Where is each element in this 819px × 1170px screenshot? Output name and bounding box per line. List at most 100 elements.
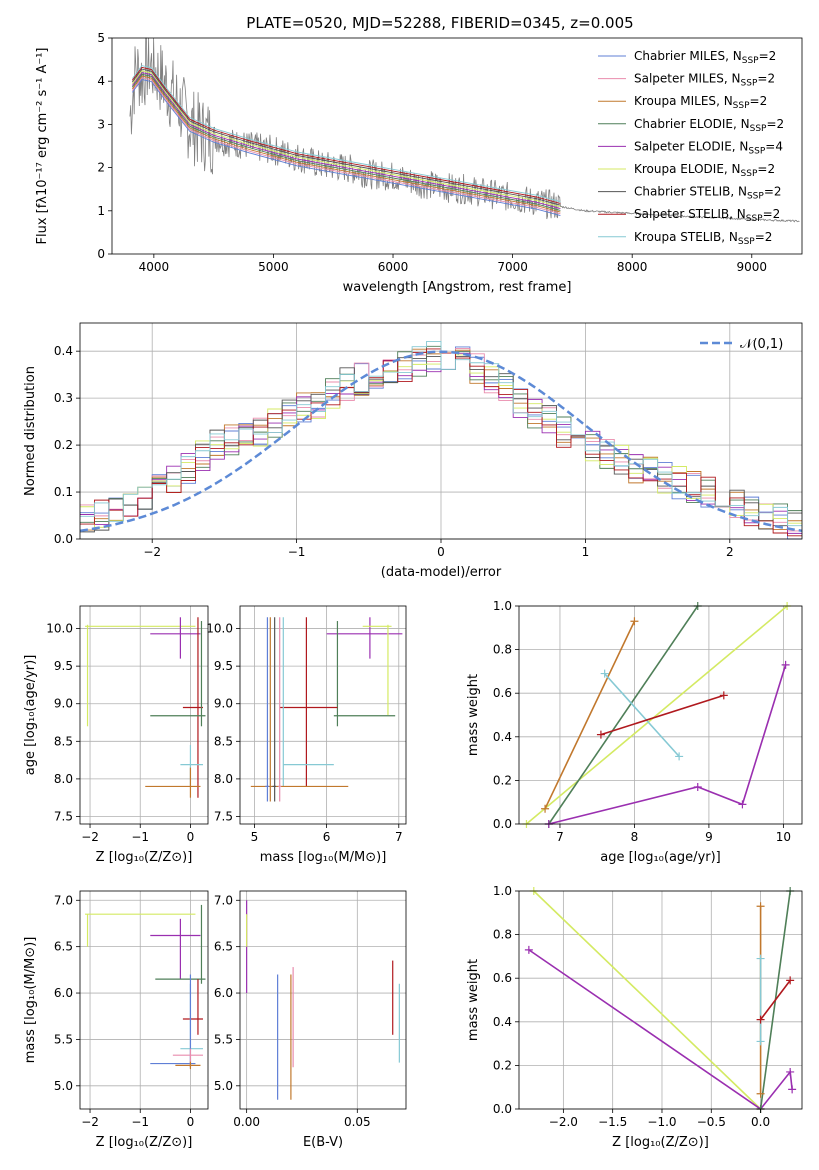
y-tick-label: 0.3 [54,391,73,405]
y-tick-label: 2 [97,161,105,175]
y-tick-label: 1.0 [493,599,512,613]
weight-series-line [533,890,762,1110]
y-tick-label: 0.2 [54,438,73,452]
model-spectrum-line [131,75,561,213]
legend-nssp-prefix: , N [730,185,747,199]
x-tick-label: −0.5 [697,1115,726,1129]
model-spectrum-line [131,65,561,203]
x-tick-label: 6000 [378,260,409,274]
y-tick-label: 7.5 [214,809,233,823]
y-tick-label: 9.0 [54,697,73,711]
y-tick-label: 5.5 [214,1032,233,1046]
model-spectrum-line [131,77,561,215]
y-axis-label: age [log₁₀(age/yr)] [23,655,38,776]
y-tick-label: 0.2 [493,1058,512,1072]
age-weight-panel: 7 8 9 10 0.0 0.2 0.4 0.6 0.8 1.0 age [log₁₀(age/yr… [466,599,803,865]
x-tick-label: −2.0 [549,1115,578,1129]
legend-model-name: Salpeter STELIB [634,207,729,221]
legend-model-name: Salpeter ELODIE [634,139,732,153]
y-tick-label: 9.5 [54,659,73,673]
model-spectrum-line [131,70,561,208]
y-tick-label: 1.0 [493,884,512,898]
legend-nssp-subscript: SSP [742,56,759,66]
legend-nssp-subscript: SSP [746,214,763,224]
y-tick-label: 0.1 [54,485,73,499]
x-axis-label: Z [log₁₀(Z/Z⊙)] [612,1135,709,1150]
y-tick-label: 6.5 [214,940,233,954]
weight-series-line [548,664,787,825]
legend-entry-label: Kroupa ELODIE, NSSP=2 [634,162,775,179]
legend-model-name: Kroupa ELODIE [634,162,724,176]
x-tick-label: 0 [187,830,195,844]
x-axis-label: mass [log₁₀(M/M⊙)] [260,850,387,865]
y-tick-label: 10.0 [46,622,73,636]
weight-point-marker [693,782,702,791]
legend-nssp-subscript: SSP [733,101,750,111]
model-spectrum-line [131,68,561,206]
y-tick-label: 0.8 [493,643,512,657]
spectrum-panel: 4000 5000 6000 7000 8000 9000 0 1 2 3 4 5 wavelength… [35,31,803,295]
legend-nssp-value: =2 [766,117,784,131]
legend-entry-label: Chabrier ELODIE, NSSP=2 [634,117,784,134]
legend-model-name: Chabrier ELODIE [634,117,733,131]
weight-point-marker [786,976,795,985]
legend-nssp-prefix: , N [716,94,733,108]
legend-model-name: Kroupa STELIB [634,230,721,244]
legend-nssp-value: =2 [750,94,768,108]
legend-entry-label: Chabrier MILES, NSSP=2 [634,49,776,66]
weight-point-marker [630,617,639,626]
weight-point-marker [675,752,684,761]
legend-model-name: Kroupa MILES [634,94,716,108]
y-tick-label: 0.0 [493,1102,512,1116]
axes-frame [111,37,803,255]
y-tick-label: 0 [97,247,105,261]
x-tick-label: 8000 [617,260,648,274]
weight-point-marker [786,1067,795,1076]
x-axis-label: E(B-V) [303,1135,343,1150]
axes-frame [239,890,407,1110]
model-spectrum-line [131,66,561,204]
y-tick-label: 5.0 [54,1079,73,1093]
y-tick-label: 6.5 [54,940,73,954]
legend-nssp-subscript: SSP [747,192,764,202]
y-tick-label: 10.0 [206,622,233,636]
x-tick-label: 1 [582,545,590,559]
x-axis-label: age [log₁₀(age/yr)] [600,850,721,865]
y-tick-label: 7.5 [54,809,73,823]
y-tick-label: 0.0 [54,532,73,546]
legend-model-name: Chabrier STELIB [634,185,730,199]
weight-point-marker [788,1085,797,1094]
legend-nssp-subscript: SSP [750,124,767,134]
x-tick-label: −2 [81,1115,99,1129]
y-axis-label: mass weight [466,674,481,756]
y-axis-label: mass weight [466,959,481,1041]
y-axis-label: mass [log₁₀(M/M⊙)] [23,937,38,1064]
y-tick-label: 0.4 [54,344,73,358]
x-tick-label: −1 [131,1115,149,1129]
y-tick-label: 5.5 [54,1032,73,1046]
legend-nssp-prefix: , N [732,139,749,153]
x-tick-label: 8 [631,830,639,844]
x-tick-label: −1.0 [647,1115,676,1129]
y-tick-label: 4 [97,74,105,88]
x-tick-label: 4000 [139,260,170,274]
x-tick-label: 0.0 [751,1115,770,1129]
y-axis-label: Normed distribution [23,366,38,496]
z-age-panel: −2 −1 0 7.5 8.0 8.5 9.0 9.5 10.0 Z [log₁₀(Z/Z⊙)] a… [23,605,209,865]
x-tick-label: −1.5 [598,1115,627,1129]
weight-point-marker [738,800,747,809]
weight-point-marker [756,902,765,911]
legend-nssp-prefix: , N [721,230,738,244]
model-spectrum-line [131,78,561,217]
y-tick-label: 0.2 [493,773,512,787]
x-tick-label: 9 [705,830,713,844]
legend-nssp-prefix: , N [724,162,741,176]
y-tick-label: 0.4 [493,730,512,744]
y-tick-label: 0.8 [493,928,512,942]
weight-series-line [528,949,793,1111]
y-tick-label: 8.5 [54,734,73,748]
legend-model-name: Chabrier MILES [634,49,725,63]
legend-entry-label: Salpeter MILES, NSSP=2 [634,72,775,89]
x-axis-label: Z [log₁₀(Z/Z⊙)] [96,1135,193,1150]
